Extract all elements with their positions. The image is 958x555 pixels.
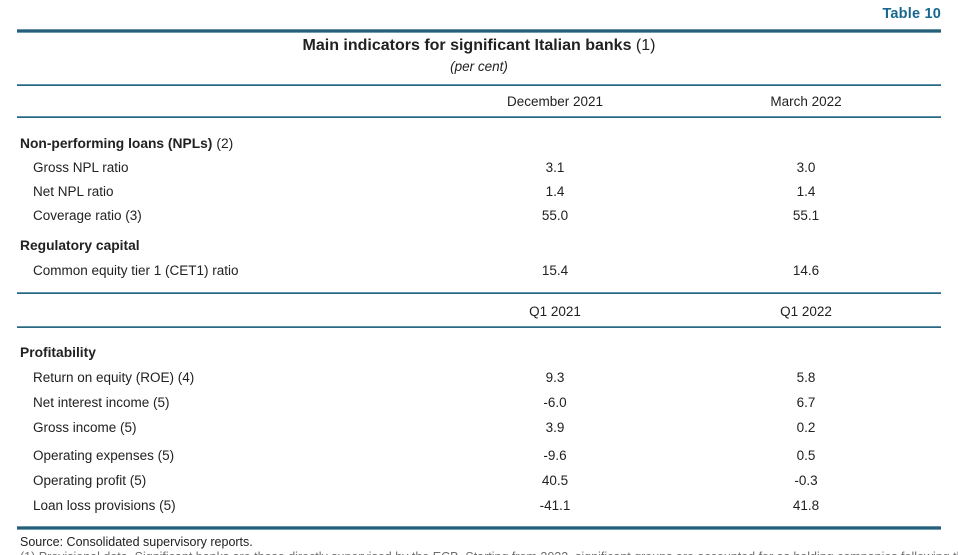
- column-header-q1-2021: Q1 2021: [529, 304, 581, 319]
- rule-under-header-2: [17, 326, 941, 328]
- column-header-row-2: Q1 2021 Q1 2022: [0, 303, 958, 320]
- section-label: Profitability: [20, 344, 96, 361]
- table-row-operating-profit: Operating profit (5) 40.5 -0.3: [0, 472, 958, 489]
- table-row-roe: Return on equity (ROE) (4) 9.3 5.8: [0, 369, 958, 386]
- row-label: Return on equity (ROE) (4): [33, 370, 195, 385]
- table-row-net-npl: Net NPL ratio 1.4 1.4: [0, 183, 958, 200]
- column-header-march-2022: March 2022: [770, 94, 842, 109]
- source-note: Source: Consolidated supervisory reports…: [20, 535, 253, 549]
- cell-dec2021: 3.1: [545, 160, 565, 175]
- row-label: Gross NPL ratio: [33, 160, 129, 175]
- rule-above-header-2: [17, 292, 941, 294]
- cell-q1-2022: 5.8: [796, 370, 816, 385]
- table-row-gross-income: Gross income (5) 3.9 0.2: [0, 419, 958, 436]
- cell-q1-2021: -41.1: [539, 498, 571, 513]
- cell-q1-2021: 9.3: [545, 370, 565, 385]
- section-label: Regulatory capital: [20, 237, 140, 254]
- section-title-npl: Non-performing loans (NPLs): [20, 136, 213, 151]
- row-label: Operating profit (5): [33, 473, 147, 488]
- table-row-loan-loss-provisions: Loan loss provisions (5) -41.1 41.8: [0, 497, 958, 514]
- cell-q1-2021: 40.5: [541, 473, 569, 488]
- cell-q1-2022: 0.5: [796, 448, 816, 463]
- row-label: Common equity tier 1 (CET1) ratio: [33, 263, 239, 278]
- row-label: Net interest income (5): [33, 395, 170, 410]
- rule-top: [17, 29, 941, 33]
- cell-q1-2022: 41.8: [792, 498, 820, 513]
- cell-mar2022: 55.1: [792, 208, 820, 223]
- cell-mar2022: 14.6: [792, 263, 820, 278]
- section-title-capital: Regulatory capital: [20, 238, 140, 253]
- row-label: Coverage ratio (3): [33, 208, 142, 223]
- rule-under-title: [17, 84, 941, 86]
- section-title-profitability: Profitability: [20, 345, 96, 360]
- row-label: Gross income (5): [33, 420, 137, 435]
- cell-mar2022: 3.0: [796, 160, 816, 175]
- cell-dec2021: 1.4: [545, 184, 565, 199]
- cell-q1-2021: -9.6: [543, 448, 567, 463]
- row-label: Net NPL ratio: [33, 184, 114, 199]
- table-row-operating-expenses: Operating expenses (5) -9.6 0.5: [0, 447, 958, 464]
- rule-bottom: [17, 526, 941, 530]
- table-number-label: Table 10: [882, 6, 941, 22]
- row-label: Operating expenses (5): [33, 448, 175, 463]
- column-header-q1-2022: Q1 2022: [780, 304, 832, 319]
- cell-mar2022: 1.4: [796, 184, 816, 199]
- cell-q1-2021: 3.9: [545, 420, 565, 435]
- table-row-coverage: Coverage ratio (3) 55.0 55.1: [0, 207, 958, 224]
- table-subtitle: (per cent): [450, 59, 508, 74]
- cell-q1-2021: -6.0: [543, 395, 567, 410]
- table-row-net-interest-income: Net interest income (5) -6.0 6.7: [0, 394, 958, 411]
- table-title-footnote-ref: (1): [631, 37, 656, 54]
- table-row-cet1: Common equity tier 1 (CET1) ratio 15.4 1…: [0, 262, 958, 279]
- cell-dec2021: 15.4: [541, 263, 569, 278]
- section-footnote-ref-npl: (2): [216, 136, 234, 151]
- table-title: Main indicators for significant Italian …: [0, 37, 958, 55]
- section-header-npl: Non-performing loans (NPLs) (2): [0, 135, 958, 152]
- cell-dec2021: 55.0: [541, 208, 569, 223]
- row-label: Loan loss provisions (5): [33, 498, 176, 513]
- section-header-regulatory-capital: Regulatory capital: [0, 237, 958, 254]
- cell-q1-2022: 0.2: [796, 420, 816, 435]
- section-label: Non-performing loans (NPLs) (2): [20, 135, 233, 152]
- section-header-profitability: Profitability: [0, 344, 958, 361]
- cell-q1-2022: 6.7: [796, 395, 816, 410]
- column-header-row-1: December 2021 March 2022: [0, 93, 958, 110]
- table-row-gross-npl: Gross NPL ratio 3.1 3.0: [0, 159, 958, 176]
- cell-q1-2022: -0.3: [794, 473, 818, 488]
- column-header-december-2021: December 2021: [506, 94, 604, 109]
- table-title-text: Main indicators for significant Italian …: [302, 37, 632, 54]
- rule-under-header-1: [17, 116, 941, 118]
- footnote-clipped: (1) Provisional data. Significant banks …: [20, 550, 958, 555]
